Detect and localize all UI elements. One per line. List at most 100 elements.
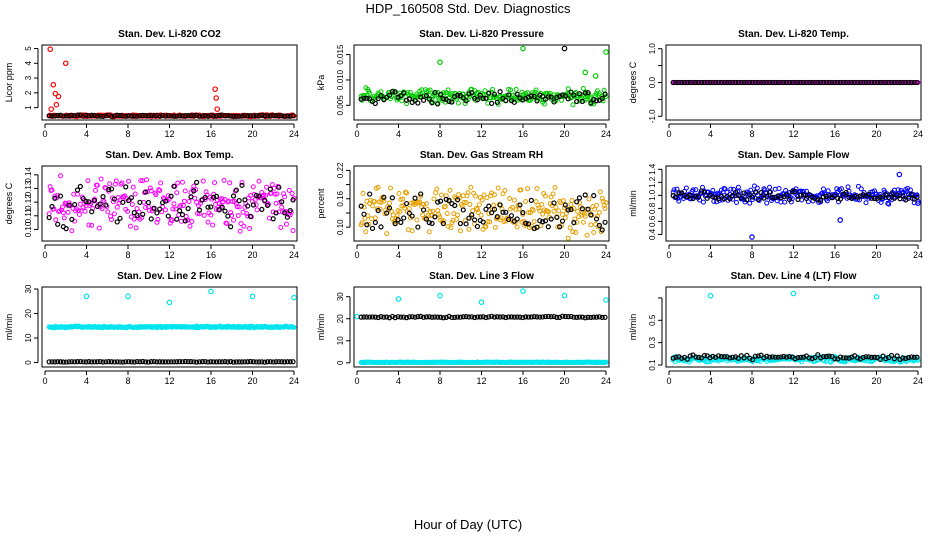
- data-point: [228, 359, 234, 365]
- data-point: [159, 359, 166, 365]
- data-point: [704, 195, 710, 201]
- data-point: [154, 359, 160, 365]
- data-point: [256, 359, 262, 365]
- data-point: [82, 208, 88, 214]
- data-point: [403, 189, 409, 195]
- data-point: [279, 359, 285, 365]
- x-tick-label: 4: [396, 250, 401, 260]
- data-point: [55, 113, 61, 119]
- data-point: [591, 193, 597, 199]
- data-point: [854, 355, 861, 361]
- data-point: [534, 314, 540, 320]
- x-tick-label: 16: [518, 250, 528, 260]
- data-point: [133, 225, 139, 231]
- data-point: [687, 79, 693, 86]
- data-point: [74, 112, 81, 118]
- x-tick-label: 24: [289, 250, 299, 260]
- data-point: [534, 186, 540, 192]
- data-point: [508, 87, 514, 93]
- data-point: [371, 199, 377, 205]
- data-point: [216, 207, 222, 213]
- data-point: [914, 194, 920, 200]
- x-tick-label: 16: [206, 376, 216, 386]
- data-point: [806, 79, 812, 86]
- data-point: [900, 355, 906, 361]
- data-point: [426, 96, 432, 102]
- y-axis: 0.1 0.3 0.5: [648, 297, 663, 371]
- data-point: [439, 192, 445, 198]
- data-point: [749, 234, 755, 240]
- data-point: [588, 100, 594, 106]
- data-point: [693, 187, 699, 193]
- data-point: [182, 218, 188, 224]
- data-point: [823, 353, 829, 360]
- data-point: [203, 189, 209, 195]
- data-point: [914, 354, 920, 360]
- data-point: [903, 79, 909, 86]
- data-point: [732, 79, 739, 86]
- data-point: [536, 205, 542, 211]
- data-point: [550, 191, 556, 197]
- data-point: [557, 314, 563, 320]
- data-point: [216, 359, 222, 365]
- data-point: [272, 191, 278, 197]
- data-point: [200, 178, 206, 184]
- data-point: [476, 202, 482, 208]
- x-tick-label: 20: [871, 250, 881, 260]
- data-point: [449, 99, 455, 105]
- data-point: [603, 49, 609, 55]
- data-point: [676, 198, 682, 204]
- panel-title: Stan. Dev. Li-820 Pressure: [419, 29, 544, 40]
- data-point: [863, 354, 869, 360]
- data-point: [107, 181, 113, 187]
- data-point: [897, 79, 903, 86]
- data-point: [798, 79, 804, 86]
- data-point: [145, 199, 152, 206]
- data-point: [693, 79, 699, 86]
- data-point: [421, 201, 427, 207]
- data-point: [108, 186, 115, 192]
- data-point: [418, 191, 424, 197]
- data-point: [364, 222, 370, 228]
- data-point: [89, 209, 95, 215]
- x-tick-label: 0: [42, 129, 47, 139]
- data-point: [528, 93, 534, 99]
- data-point: [510, 219, 516, 225]
- data-point: [684, 356, 690, 362]
- data-point: [571, 206, 577, 212]
- data-point: [72, 359, 78, 365]
- data-point: [290, 197, 296, 203]
- data-point: [165, 193, 171, 199]
- plot-area: [358, 184, 609, 241]
- data-point: [705, 359, 711, 365]
- x-tick-label: 20: [247, 250, 257, 260]
- data-point: [80, 195, 86, 202]
- data-point: [221, 177, 227, 183]
- data-point: [551, 208, 557, 214]
- data-point: [412, 195, 418, 201]
- data-point: [234, 204, 240, 210]
- x-tick-label: 8: [437, 129, 442, 139]
- data-point: [718, 354, 724, 360]
- data-point: [275, 183, 281, 189]
- data-point: [267, 186, 273, 192]
- data-point: [180, 203, 186, 209]
- data-point: [384, 231, 390, 237]
- data-point: [507, 195, 513, 201]
- data-point: [593, 314, 600, 320]
- chart-panel: Stan. Dev. Line 2 Flow 0 4 8 12 16 20 24 0 10 20 30…: [4, 271, 299, 386]
- data-point: [537, 314, 543, 320]
- data-point: [561, 292, 568, 299]
- data-point: [57, 193, 64, 199]
- data-point: [486, 203, 492, 209]
- data-point: [253, 113, 259, 119]
- y-axis-label: ml/min: [4, 314, 14, 341]
- data-point: [429, 220, 435, 226]
- x-axis: 0 4 8 12 16 20 24: [666, 244, 923, 260]
- data-point: [840, 79, 846, 86]
- data-point: [812, 354, 818, 361]
- data-point: [270, 359, 276, 365]
- data-point: [707, 292, 714, 299]
- data-point: [170, 206, 176, 212]
